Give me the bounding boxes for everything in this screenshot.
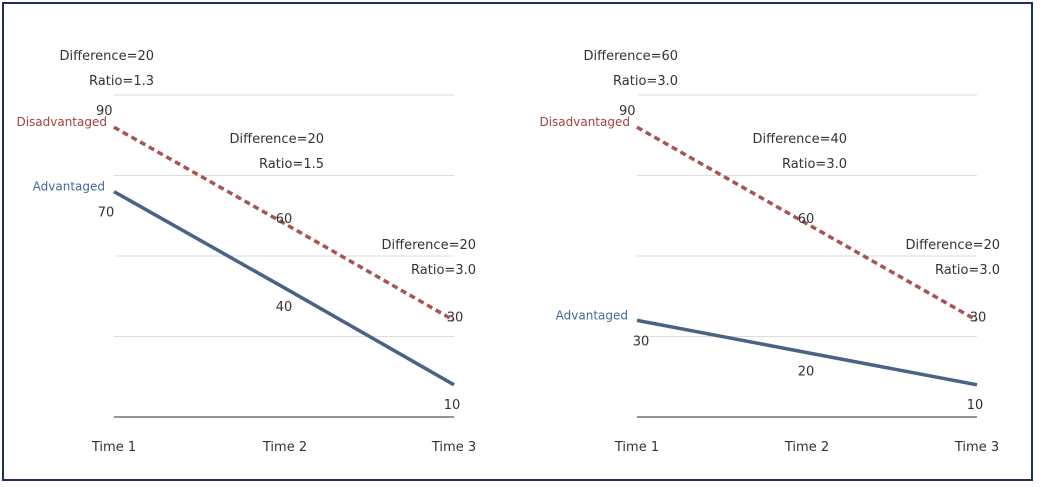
panel-2-ratio-annotation: Ratio=3.0: [935, 263, 1000, 278]
panel-2-disadvantaged-value-label: 60: [798, 212, 815, 227]
panel-2-x-tick-label: Time 3: [954, 440, 999, 455]
panel-2-disadvantaged-series-label: Disadvantaged: [539, 115, 630, 129]
panel-2-advantaged-value-label: 10: [967, 398, 984, 413]
panel-1-x-tick-label: Time 2: [262, 440, 307, 455]
panel-1-disadvantaged-value-label: 90: [96, 104, 113, 119]
panel-1-advantaged-value-label: 70: [98, 206, 115, 221]
panel-1-disadvantaged-value-label: 60: [276, 212, 293, 227]
panel-1-x-tick-label: Time 3: [431, 440, 476, 455]
panel-2-advantaged-value-label: 30: [633, 334, 650, 349]
panel-2-difference-annotation: Difference=40: [753, 132, 847, 147]
panel-1-ratio-annotation: Ratio=1.5: [259, 157, 324, 172]
panel-2-ratio-annotation: Ratio=3.0: [613, 74, 678, 89]
panel-2-difference-annotation: Difference=20: [906, 238, 1000, 253]
panel-1-difference-annotation: Difference=20: [60, 49, 154, 64]
panel-1-ratio-annotation: Ratio=3.0: [411, 263, 476, 278]
panel-2-advantaged-series-label: Advantaged: [556, 308, 628, 322]
panel-1-advantaged-value-label: 10: [444, 398, 461, 413]
panel-1-disadvantaged-line: [113, 125, 455, 322]
panel-2-disadvantaged-value-label: 30: [970, 310, 987, 325]
panel-2-advantaged-value-label: 20: [798, 365, 815, 380]
panel-1-disadvantaged-value-label: 30: [447, 310, 464, 325]
panel-2-disadvantaged-value-label: 90: [619, 104, 636, 119]
panel-1-difference-annotation: Difference=20: [230, 132, 324, 147]
panel-1-difference-annotation: Difference=20: [382, 238, 476, 253]
panel-1-disadvantaged-series-label: Disadvantaged: [16, 115, 107, 129]
panel-2-x-tick-label: Time 1: [614, 440, 659, 455]
panel-1-advantaged-series-label: Advantaged: [33, 180, 105, 194]
panel-2-x-tick-label: Time 2: [784, 440, 829, 455]
panel-2-difference-annotation: Difference=60: [584, 49, 678, 64]
panel-1-x-tick-label: Time 1: [91, 440, 136, 455]
figure-frame: [2, 2, 1033, 481]
panel-2-ratio-annotation: Ratio=3.0: [782, 157, 847, 172]
panel-1-ratio-annotation: Ratio=1.3: [89, 74, 154, 89]
panel-1-advantaged-value-label: 40: [276, 300, 293, 315]
